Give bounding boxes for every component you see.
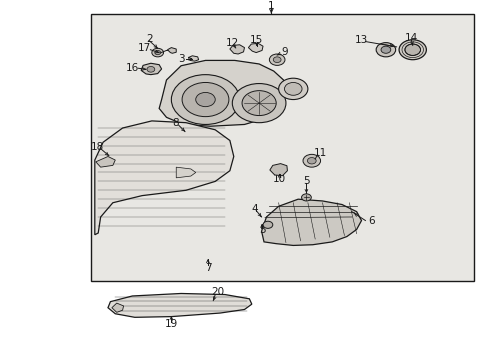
Text: 17: 17	[138, 43, 151, 53]
Circle shape	[155, 50, 160, 55]
Text: 5: 5	[258, 225, 265, 235]
Circle shape	[182, 82, 228, 117]
Text: 20: 20	[211, 287, 224, 297]
Text: 3: 3	[178, 54, 184, 64]
Circle shape	[152, 48, 163, 57]
Polygon shape	[176, 167, 195, 178]
Circle shape	[278, 78, 307, 100]
Text: 14: 14	[404, 33, 417, 43]
Polygon shape	[159, 60, 285, 126]
Polygon shape	[108, 293, 251, 317]
Text: 10: 10	[272, 174, 285, 184]
Circle shape	[284, 82, 302, 95]
Text: 4: 4	[250, 204, 257, 214]
Circle shape	[147, 67, 155, 72]
Polygon shape	[261, 199, 361, 246]
Polygon shape	[229, 45, 244, 54]
Text: 6: 6	[367, 216, 374, 225]
Text: 18: 18	[90, 142, 103, 152]
Circle shape	[301, 194, 311, 201]
Polygon shape	[141, 63, 161, 75]
Circle shape	[263, 221, 272, 228]
Polygon shape	[248, 43, 263, 53]
Text: 5: 5	[303, 176, 309, 186]
Text: 8: 8	[172, 118, 178, 129]
Text: 12: 12	[225, 38, 239, 48]
Text: 16: 16	[125, 63, 139, 72]
Polygon shape	[269, 163, 287, 176]
Circle shape	[232, 84, 285, 123]
Text: 9: 9	[281, 47, 287, 57]
Text: 19: 19	[164, 319, 178, 329]
Circle shape	[195, 93, 215, 107]
Bar	[91, 14, 473, 281]
Text: 1: 1	[267, 1, 274, 11]
Circle shape	[273, 57, 281, 63]
Polygon shape	[96, 157, 115, 167]
Circle shape	[269, 54, 285, 66]
Text: 15: 15	[249, 35, 263, 45]
Circle shape	[242, 91, 276, 116]
Circle shape	[303, 154, 320, 167]
Polygon shape	[112, 303, 123, 312]
Polygon shape	[167, 48, 176, 53]
Circle shape	[171, 75, 239, 125]
Text: 7: 7	[204, 262, 211, 273]
Circle shape	[398, 40, 426, 60]
Text: 11: 11	[313, 148, 326, 158]
Polygon shape	[188, 56, 198, 61]
Circle shape	[380, 46, 390, 53]
Text: 2: 2	[146, 34, 152, 44]
Circle shape	[404, 44, 420, 55]
Circle shape	[307, 158, 316, 164]
Polygon shape	[95, 121, 233, 235]
Text: 13: 13	[354, 36, 367, 45]
Circle shape	[375, 42, 395, 57]
